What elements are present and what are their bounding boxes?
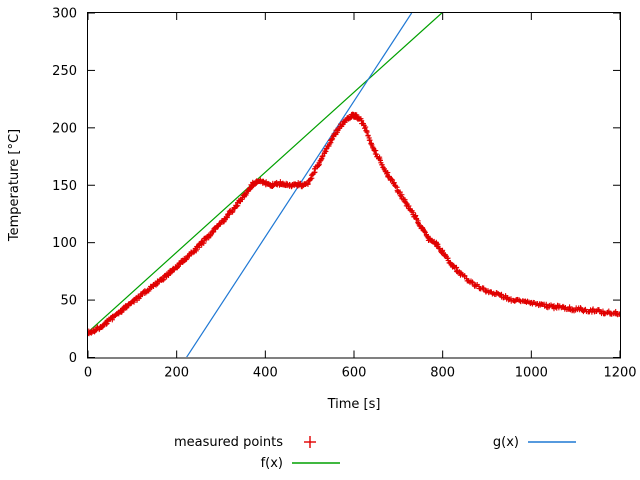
data-point-marker xyxy=(339,122,345,128)
x-tick-label: 200 xyxy=(164,366,189,381)
data-point-marker xyxy=(308,176,314,182)
data-point-marker xyxy=(613,308,619,315)
legend-item-f-label: f(x) xyxy=(261,456,283,471)
y-axis-tick-labels: 0 50 100 150 200 250 300 xyxy=(52,7,77,367)
data-point-marker xyxy=(506,297,512,303)
data-point-marker xyxy=(422,228,428,234)
data-point-marker xyxy=(365,132,371,138)
data-point-marker xyxy=(329,136,336,142)
x-axis-ticks xyxy=(87,13,621,358)
y-tick-label: 0 xyxy=(69,351,77,366)
x-tick-label: 1200 xyxy=(603,366,636,381)
data-point-marker xyxy=(233,203,240,209)
data-point-marker xyxy=(386,173,392,180)
data-point-marker xyxy=(382,168,388,174)
data-point-marker xyxy=(606,308,612,314)
plus-icon xyxy=(304,436,316,448)
x-axis-tick-labels: 0 200 400 600 800 1000 1200 xyxy=(84,366,637,381)
y-axis-title: Temperature [°C] xyxy=(7,129,22,242)
x-tick-label: 800 xyxy=(430,366,455,381)
data-point-marker xyxy=(299,184,305,190)
y-tick-label: 250 xyxy=(52,64,77,79)
x-tick-label: 400 xyxy=(253,366,278,381)
series-points-measured xyxy=(88,111,620,337)
series-line-f xyxy=(88,13,443,333)
data-point-marker xyxy=(316,162,322,169)
legend: measured points f(x) g(x) xyxy=(174,435,576,471)
data-point-marker xyxy=(459,271,465,277)
data-point-marker xyxy=(379,162,385,168)
data-point-marker xyxy=(437,246,443,252)
data-point-marker xyxy=(364,129,370,135)
data-point-marker xyxy=(389,177,396,183)
data-point-marker xyxy=(210,229,217,235)
data-area xyxy=(88,13,620,357)
data-point-marker xyxy=(481,285,487,291)
y-axis-ticks xyxy=(88,12,620,358)
data-point-marker xyxy=(229,209,235,215)
x-axis-title: Time [s] xyxy=(327,397,381,412)
y-tick-label: 300 xyxy=(52,7,77,22)
data-point-marker xyxy=(160,277,166,283)
legend-item-g-label: g(x) xyxy=(493,435,519,450)
y-tick-label: 200 xyxy=(52,121,77,136)
data-point-marker xyxy=(388,176,395,182)
x-tick-label: 600 xyxy=(342,366,367,381)
data-point-marker xyxy=(329,137,335,143)
data-point-marker xyxy=(617,311,620,317)
y-tick-label: 100 xyxy=(52,236,77,251)
legend-item-measured-points-label: measured points xyxy=(174,435,283,450)
x-tick-label: 1000 xyxy=(515,366,548,381)
data-point-marker xyxy=(367,137,373,143)
data-point-marker xyxy=(319,154,325,160)
data-point-marker xyxy=(183,256,190,262)
data-point-marker xyxy=(203,237,209,243)
data-point-marker xyxy=(373,151,379,157)
plot-border xyxy=(87,12,621,359)
y-tick-label: 150 xyxy=(52,179,77,194)
data-point-marker xyxy=(193,247,199,253)
data-point-marker xyxy=(318,156,325,162)
data-point-marker xyxy=(469,279,476,285)
y-tick-label: 50 xyxy=(60,294,77,309)
x-tick-label: 0 xyxy=(84,366,92,381)
data-point-marker xyxy=(330,133,336,139)
